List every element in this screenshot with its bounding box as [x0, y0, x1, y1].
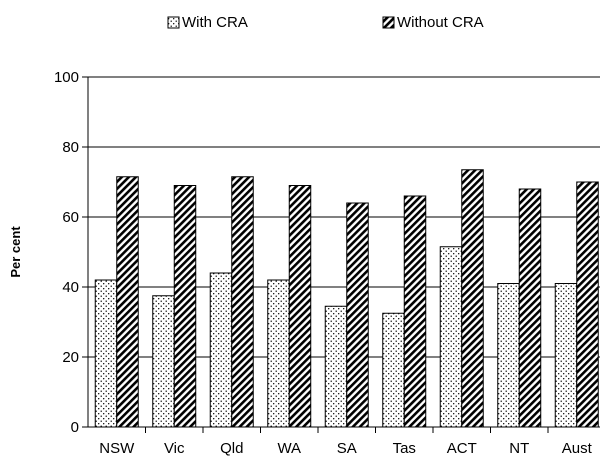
x-tick-label: Tas — [393, 440, 416, 457]
x-tick-label: ACT — [447, 440, 477, 457]
bar-with-cra-tas — [382, 312, 405, 428]
y-tick-label: 40 — [62, 279, 79, 296]
bar-without-cra-act — [461, 169, 484, 428]
legend-swatch-with-cra — [167, 16, 180, 29]
bar-with-cra-act — [439, 246, 463, 428]
bar-without-cra-nt — [518, 188, 542, 428]
x-tick-label: NT — [509, 440, 529, 457]
y-tick-label: 100 — [54, 69, 79, 86]
x-tick-label: WA — [277, 440, 301, 457]
bar-with-cra-sa — [324, 305, 348, 428]
x-tick-label: Aust — [562, 440, 593, 457]
y-tick-label: 0 — [71, 419, 79, 436]
bar-with-cra-aust — [554, 283, 578, 428]
bar-with-cra-wa — [267, 279, 290, 428]
bar-without-cra-sa — [346, 202, 369, 428]
bar-with-cra-nsw — [94, 279, 118, 428]
legend: With CRA Without CRA — [167, 14, 484, 31]
y-axis-ticks: 0 20 40 60 80 100 — [54, 69, 88, 436]
bar-with-cra-nt — [497, 283, 520, 428]
y-axis-label: Per cent — [8, 226, 23, 278]
bar-without-cra-aust — [576, 181, 599, 428]
bar-without-cra-wa — [288, 185, 312, 428]
legend-item-with-cra: With CRA — [167, 14, 248, 31]
bar-without-cra-vic — [173, 185, 197, 428]
y-tick-label: 80 — [62, 139, 79, 156]
legend-label-without-cra: Without CRA — [397, 14, 484, 31]
bar-with-cra-vic — [152, 295, 175, 428]
x-tick-label: Qld — [220, 440, 243, 457]
legend-swatch-without-cra — [382, 16, 395, 29]
x-tick-label: Vic — [164, 440, 185, 457]
bar-without-cra-qld — [231, 176, 254, 428]
axes — [87, 77, 600, 428]
y-tick-label: 20 — [62, 349, 79, 366]
bar-without-cra-tas — [403, 195, 427, 428]
x-tick-label: NSW — [99, 440, 135, 457]
y-tick-label: 60 — [62, 209, 79, 226]
bar-without-cra-nsw — [116, 176, 139, 428]
legend-item-without-cra: Without CRA — [382, 14, 484, 31]
bar-with-cra-qld — [209, 272, 233, 428]
bars — [94, 169, 599, 428]
legend-label-with-cra: With CRA — [182, 14, 248, 31]
x-tick-label: SA — [337, 440, 357, 457]
x-axis-ticks: NSW Vic Qld WA SA Tas ACT NT Aust — [99, 427, 593, 457]
